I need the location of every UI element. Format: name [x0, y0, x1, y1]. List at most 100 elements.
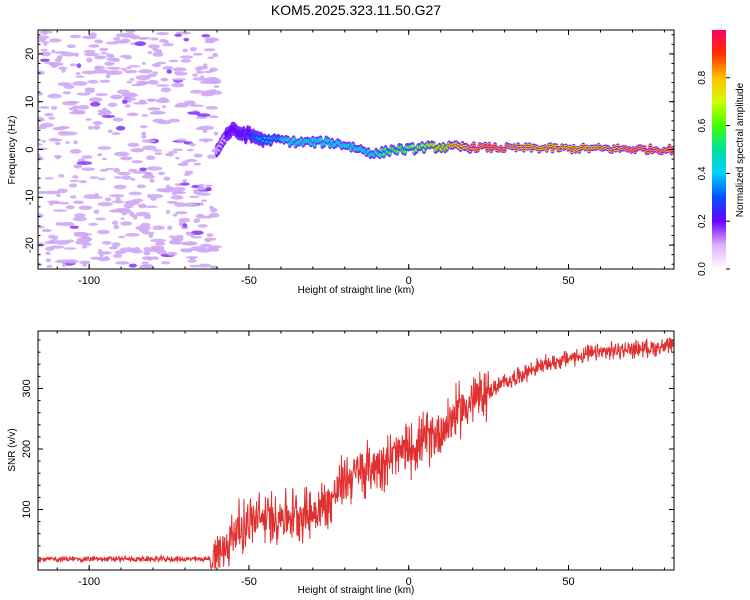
- spectrogram-noise-blob: [46, 200, 61, 204]
- spectrogram-noise-blob: [72, 216, 88, 222]
- spectrogram-noise-blob: [113, 151, 130, 157]
- x-tick-label: -50: [241, 275, 257, 287]
- spectrogram-ridge-core: [642, 147, 647, 150]
- snr-series-line: [38, 337, 674, 570]
- spectrogram-noise-blob: [180, 55, 194, 59]
- spectrogram-noise-blob: [97, 146, 112, 150]
- spectrogram-noise-blob: [101, 157, 108, 161]
- spectrogram-noise-blob: [61, 101, 77, 106]
- spectrogram-noise-blob: [205, 105, 218, 110]
- spectrogram-noise-blob: [172, 213, 178, 217]
- spectrogram-noise-blob: [143, 251, 151, 256]
- spectrogram-noise-blob: [172, 148, 184, 152]
- spectrogram-noise-blob: [105, 73, 111, 79]
- spectrogram-noise-blob: [76, 92, 91, 96]
- spectrogram-noise-blob: [113, 224, 120, 230]
- spectrogram-noise-blob: [132, 198, 144, 203]
- spectrogram-noise-blob: [146, 166, 163, 171]
- spectrogram-ridge-core: [570, 150, 574, 153]
- spectrogram-noise-blob: [69, 63, 78, 67]
- snr-y-tick-label: 200: [21, 440, 33, 458]
- spectrogram-x-label: Height of straight line (km): [298, 285, 415, 296]
- spectrogram-noise-blob: [151, 63, 162, 68]
- spectrogram-noise-blob: [65, 141, 71, 144]
- spectrogram-noise-blob: [58, 66, 68, 71]
- spectrogram-noise-blob: [83, 52, 100, 57]
- spectrogram-noise-blob: [45, 251, 51, 255]
- spectrogram-noise-blob: [183, 173, 191, 177]
- spectrogram-noise-blob: [204, 249, 210, 253]
- spectrogram-noise-blob: [111, 209, 120, 213]
- spectrogram-noise-blob: [93, 125, 101, 130]
- spectrogram-ridge-core: [527, 144, 532, 147]
- spectrogram-noise-blob: [196, 186, 207, 191]
- spectrogram-ridge-core: [666, 149, 670, 152]
- spectrogram-ridge-core: [610, 149, 614, 152]
- spectrogram-noise-blob: [74, 213, 86, 219]
- spectrogram-noise-blob: [138, 69, 153, 74]
- snr-x-tick-label: 50: [562, 576, 574, 588]
- spectrogram-noise-blob: [193, 189, 198, 195]
- spectrogram-noise-blob: [107, 70, 123, 76]
- spectrogram-noise-blob: [132, 170, 147, 174]
- spectrogram-noise-blob: [80, 242, 92, 246]
- spectrogram-noise-blob: [75, 75, 85, 78]
- spectrogram-noise-blob: [160, 87, 172, 93]
- spectrogram-noise-blob: [210, 265, 219, 269]
- colorbar: [712, 30, 726, 269]
- spectrogram-noise-blob: [76, 161, 93, 165]
- spectrogram-ridge-core: [483, 143, 488, 146]
- spectrogram-noise-blob: [55, 240, 70, 245]
- spectrogram-noise-blob: [141, 256, 153, 261]
- spectrogram-noise-blob: [148, 44, 161, 49]
- spectrogram-noise-blob: [48, 116, 56, 120]
- spectrogram-noise-blob: [128, 65, 141, 68]
- spectrogram-noise-blob: [173, 190, 183, 194]
- spectrogram-noise-blob: [147, 80, 159, 85]
- spectrogram-noise-blob: [178, 217, 191, 223]
- spectrogram-noise-blob: [72, 200, 85, 204]
- spectrogram-noise-blob: [149, 178, 155, 183]
- spectrogram-noise-blob: [56, 201, 70, 205]
- spectrogram-noise-blob: [212, 52, 219, 58]
- spectrogram-ridge-core: [382, 153, 386, 156]
- spectrogram-noise-blob: [69, 179, 80, 183]
- spectrogram-noise-blob: [171, 78, 186, 81]
- spectrogram-noise-blob: [204, 77, 217, 82]
- spectrogram-noise-blob: [204, 40, 215, 44]
- spectrogram-noise-blob: [165, 209, 171, 215]
- spectrogram-noise-blob: [143, 205, 159, 209]
- spectrogram-noise-blob: [187, 259, 197, 263]
- spectrogram-noise-blob: [196, 70, 205, 74]
- spectrogram-noise-blob: [168, 151, 178, 154]
- spectrogram-noise-blob: [165, 152, 174, 157]
- spectrogram-noise-blob: [125, 30, 136, 34]
- spectrogram-noise-blob: [135, 211, 151, 217]
- spectrogram-noise-blob: [156, 249, 167, 255]
- spectrogram-noise-blob: [108, 246, 119, 250]
- spectrogram-noise-blob: [68, 107, 78, 111]
- spectrogram-noise-blob: [127, 142, 140, 147]
- spectrogram-noise-blob: [78, 260, 91, 265]
- spectrogram-noise-blob: [166, 200, 178, 204]
- spectrogram-noise-blob: [66, 44, 77, 49]
- y-tick-label: -10: [24, 189, 36, 205]
- spectrogram-noise-blob: [195, 68, 202, 72]
- spectrogram-noise-blob: [113, 176, 123, 179]
- spectrogram-noise-blob: [54, 57, 62, 63]
- spectrogram-noise-blob: [56, 126, 70, 130]
- spectrogram-noise-blob: [205, 186, 212, 191]
- spectrogram-noise-blob: [206, 154, 218, 159]
- spectrogram-noise-blob: [62, 263, 67, 268]
- spectrogram-ridge-core: [646, 150, 651, 153]
- spectrogram-noise-blob: [190, 230, 204, 235]
- spectrogram-y-label: Frequency (Hz): [7, 116, 18, 185]
- spectrogram-noise-blob: [112, 117, 124, 122]
- snr-x-tick-label: 0: [406, 576, 412, 588]
- spectrogram-noise-blob: [152, 149, 163, 152]
- spectrogram-noise-blob: [41, 139, 46, 143]
- spectrogram-noise-blob: [104, 197, 112, 202]
- spectrogram-noise-blob: [113, 36, 121, 41]
- spectrogram-noise-blob: [152, 51, 164, 57]
